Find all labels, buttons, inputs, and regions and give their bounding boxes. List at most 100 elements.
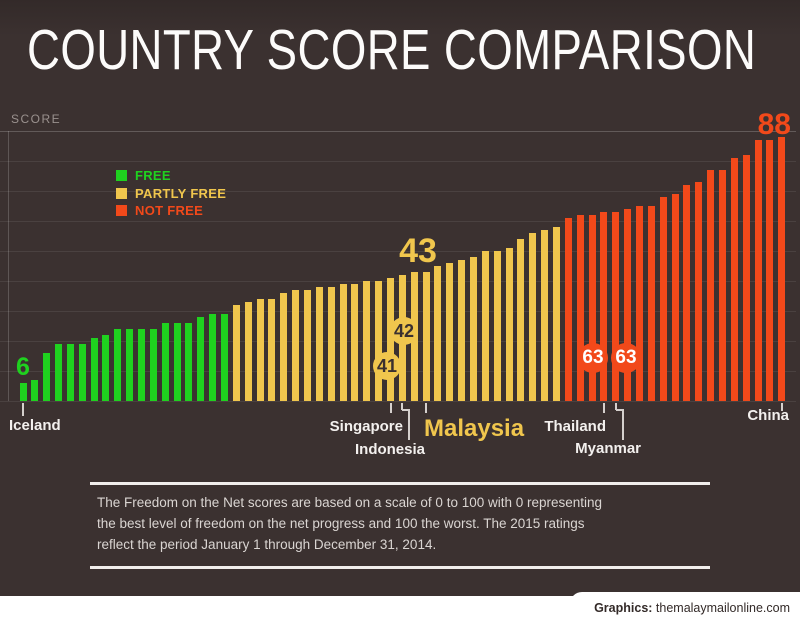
bar-27 — [339, 284, 347, 401]
bar-23 — [292, 290, 300, 401]
legend-item-not-free: NOT FREE — [116, 202, 226, 220]
malaysia-tick — [425, 402, 428, 413]
bar-48 — [588, 215, 596, 401]
iceland-tick — [22, 402, 24, 416]
note-text-line-2: the best level of freedom on the net pro… — [97, 516, 585, 531]
malaysia-label: Malaysia — [424, 415, 525, 442]
note-rule-bottom — [90, 566, 710, 569]
legend-swatch-icon — [116, 170, 127, 182]
legend-swatch-icon — [116, 205, 127, 217]
china-tick — [780, 402, 783, 411]
bar-52 — [635, 206, 643, 401]
bar-4 — [66, 344, 74, 401]
bar-45 — [552, 227, 560, 401]
gridline-50 — [0, 251, 796, 252]
bar-35 — [434, 266, 442, 401]
china-label: China — [747, 407, 789, 424]
bar-56 — [683, 185, 691, 401]
bar-8 — [114, 329, 122, 401]
bar-43 — [529, 233, 537, 401]
bar-58 — [707, 170, 715, 401]
bar-16 — [209, 314, 217, 401]
graphics-credit-box: Graphics: themalaymailonline.com — [570, 592, 800, 619]
bar-39 — [481, 251, 489, 401]
bar-49 — [600, 212, 608, 401]
myanmar-label: Myanmar — [575, 440, 641, 457]
bar-31 — [387, 278, 394, 401]
bar-24 — [304, 290, 312, 401]
note-text-line-3: reflect the period January 1 through Dec… — [97, 537, 437, 552]
bar-17 — [221, 314, 229, 401]
bar-62 — [754, 140, 762, 401]
bar-63 — [766, 140, 774, 401]
bar-41 — [505, 248, 513, 401]
bar-44 — [541, 230, 549, 401]
legend-label: FREE — [135, 168, 171, 184]
bar-7 — [102, 335, 110, 401]
bar-13 — [173, 323, 181, 401]
bar-20 — [256, 299, 264, 401]
bar-30 — [375, 281, 383, 401]
bar-21 — [268, 299, 276, 401]
legend: FREE PARTLY FREE NOT FREE — [116, 167, 226, 220]
bar-19 — [244, 302, 252, 401]
singapore-label: Singapore — [329, 418, 403, 435]
bar-34 — [422, 272, 430, 401]
y-axis-label: SCORE — [11, 112, 62, 126]
bar-60 — [730, 158, 738, 401]
bar-22 — [280, 293, 288, 401]
thailand-tick — [602, 402, 605, 413]
bar-40 — [493, 251, 501, 401]
bar-0 — [19, 383, 27, 401]
bar-1 — [31, 380, 39, 401]
bar-15 — [197, 317, 205, 401]
bar-9 — [126, 329, 134, 401]
iceland-score-value: 6 — [16, 353, 30, 381]
bar-6 — [90, 338, 98, 401]
bar-64 — [778, 137, 786, 401]
bar-2 — [43, 353, 51, 401]
bar-10 — [138, 329, 146, 401]
indonesia-score-badge: 42 — [390, 317, 418, 345]
indonesia-connector — [402, 409, 411, 440]
gridline-0 — [0, 401, 796, 402]
gridline-80 — [0, 161, 796, 162]
note-rule-top — [90, 482, 710, 485]
bar-54 — [659, 197, 667, 401]
bar-11 — [149, 329, 157, 401]
legend-swatch-icon — [116, 187, 127, 199]
gridline-40 — [0, 281, 796, 282]
bar-28 — [351, 284, 359, 401]
bar-25 — [315, 287, 323, 401]
legend-label: NOT FREE — [135, 203, 204, 219]
singapore-tick — [389, 402, 392, 413]
myanmar-connector — [615, 409, 624, 440]
legend-item-free: FREE — [116, 167, 226, 185]
bar-55 — [671, 194, 679, 401]
legend-label: PARTLY FREE — [135, 185, 227, 201]
bar-57 — [695, 182, 703, 401]
myanmar-score-badge: 63 — [611, 343, 641, 373]
gridline-90 — [0, 131, 796, 132]
y-axis-line — [8, 131, 9, 401]
bar-38 — [469, 257, 477, 401]
bar-3 — [55, 344, 63, 401]
note-text-line-1: The Freedom on the Net scores are based … — [97, 495, 603, 510]
bar-59 — [718, 170, 726, 401]
graphics-credit: Graphics: themalaymailonline.com — [594, 601, 790, 615]
bar-36 — [446, 263, 454, 401]
malaysia-score-value: 43 — [399, 232, 437, 270]
gridline-30 — [0, 311, 796, 312]
bar-50 — [612, 212, 620, 401]
bar-51 — [624, 209, 632, 401]
bar-46 — [564, 218, 572, 401]
indonesia-label: Indonesia — [354, 441, 425, 458]
iceland-label: Iceland — [9, 417, 61, 434]
graphics-value: themalaymailonline.com — [652, 601, 790, 615]
bar-47 — [576, 215, 584, 401]
gridline-70 — [0, 191, 796, 192]
legend-item-partly-free: PARTLY FREE — [116, 185, 226, 203]
bar-5 — [78, 344, 86, 401]
bar-18 — [232, 305, 240, 401]
bar-61 — [742, 155, 750, 401]
